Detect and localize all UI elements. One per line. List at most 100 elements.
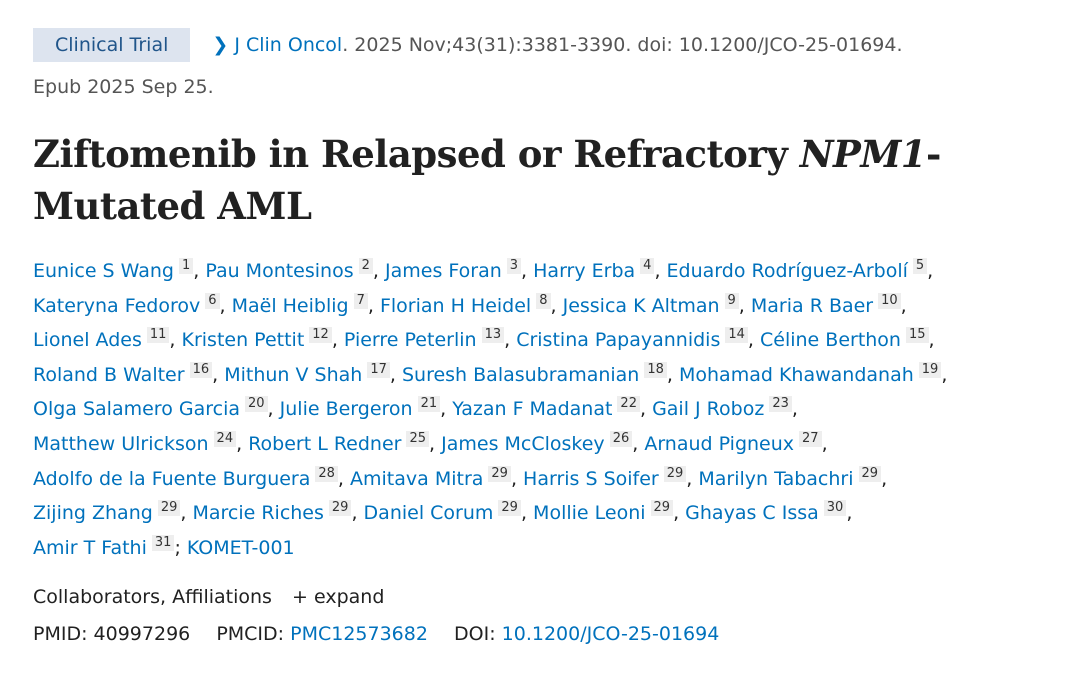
author-link[interactable]: Maël Heiblig [231,294,349,317]
author-link[interactable]: Ghayas C Issa [685,502,819,525]
plus-icon: + [292,586,308,609]
author-link[interactable]: Zijing Zhang [33,502,153,525]
author-link[interactable]: Suresh Balasubramanian [401,363,640,386]
affiliation-number[interactable]: 2 [358,258,373,274]
author-line: Zijing Zhang 29, Marcie Riches 29, Daniel … [33,500,853,525]
affiliation-number[interactable]: 29 [650,500,674,517]
affiliation-number[interactable]: 29 [663,465,687,482]
affiliation-number[interactable]: 21 [417,396,441,413]
author-link[interactable]: Jessica K Altman [562,294,720,317]
author-link[interactable]: Roland B Walter [33,363,185,386]
article-header: Clinical Trial ❯ J Clin Oncol. 2025 Nov;43… [33,28,1073,653]
affiliation-number[interactable]: 23 [769,396,792,413]
author-link[interactable]: Maria R Baer [750,294,874,317]
affiliation-number[interactable]: 14 [725,327,748,344]
epub-date: Epub 2025 Sep 25. [33,76,214,98]
affiliation-number[interactable]: 29 [858,465,882,482]
doi-label: DOI: [454,623,496,646]
affiliation-number[interactable]: 20 [245,396,268,413]
author-link[interactable]: Mohamad Khawandanah [679,363,914,386]
author-link[interactable]: Marcie Riches [192,502,324,525]
affiliation-number[interactable]: 11 [146,327,170,344]
author-link[interactable]: James Foran [385,260,502,282]
affiliation-number[interactable]: 8 [536,292,551,309]
group-link[interactable]: KOMET-001 [186,536,295,559]
author-line: Eunice S Wang 1, Pau Montesinos 2, James F… [33,258,934,282]
affiliation-number[interactable]: 22 [617,396,640,413]
author-line: Amir T Fathi 31; KOMET-001 [33,534,295,559]
affiliation-number[interactable]: 1 [178,258,194,274]
author-link[interactable]: Gail J Roboz [652,398,765,421]
author-link[interactable]: Florian H Heidel [379,294,532,317]
affiliation-number[interactable]: 31 [151,534,175,551]
journal-link[interactable]: J Clin Oncol [234,34,343,56]
affiliation-number[interactable]: 28 [315,465,338,482]
author-link[interactable]: Harry Erba [533,260,636,282]
expand-button[interactable]: + expand [292,586,385,609]
author-link[interactable]: Mollie Leoni [533,502,646,525]
affiliation-number[interactable]: 16 [189,361,213,378]
pmcid-link[interactable]: PMC12573682 [290,623,428,646]
collaborators-affiliations-label: Collaborators, Affiliations [33,586,272,609]
author-link[interactable]: Matthew Ulrickson [33,432,209,455]
author-line: Kateryna Fedorov 6, Maël Heiblig 7, Floria… [33,292,907,317]
citation: Clinical Trial ❯ J Clin Oncol. 2025 Nov;43… [33,28,1073,102]
author-line: Adolfo de la Fuente Burguera 28, Amitava … [33,465,888,490]
doi-link[interactable]: 10.1200/JCO-25-01694 [501,623,720,646]
author-link[interactable]: Pierre Peterlin [343,329,477,352]
affiliation-number[interactable]: 27 [799,430,822,447]
author-link[interactable]: Julie Bergeron [279,398,413,421]
pmid-label: PMID: [33,623,88,646]
author-line: Lionel Ades 11, Kristen Pettit 12, Pierre … [33,327,935,352]
affiliation-number[interactable]: 13 [481,327,505,344]
author-link[interactable]: Eduardo Rodríguez-Arbolí [666,260,908,282]
author-link[interactable]: Marilyn Tabachri [698,467,854,490]
author-line: Roland B Walter 16, Mithun V Shah 17, Sure… [33,361,948,386]
affiliation-number[interactable]: 26 [609,430,633,447]
affiliation-number[interactable]: 25 [406,430,430,447]
affiliation-number[interactable]: 7 [353,292,368,309]
affiliation-number[interactable]: 9 [724,292,739,309]
author-link[interactable]: Daniel Corum [363,502,494,525]
author-link[interactable]: Yazan F Madanat [452,398,613,421]
author-link[interactable]: Amitava Mitra [350,467,484,490]
author-link[interactable]: Lionel Ades [33,329,142,352]
author-link[interactable]: Céline Berthon [760,329,901,352]
affiliation-number[interactable]: 24 [213,430,237,447]
affiliation-number[interactable]: 29 [498,500,521,517]
author-line: Matthew Ulrickson 24, Robert L Redner 25, … [33,430,828,455]
author-link[interactable]: Cristina Papayannidis [516,329,721,352]
affiliation-number[interactable]: 29 [488,465,511,482]
affiliation-number[interactable]: 17 [367,361,390,378]
author-link[interactable]: Robert L Redner [248,432,402,455]
affiliation-number[interactable]: 12 [309,327,332,344]
author-link[interactable]: James McCloskey [441,432,605,455]
affiliation-number[interactable]: 5 [912,258,928,274]
chevron-right-icon: ❯ [212,34,229,56]
author-line: Olga Salamero Garcia 20, Julie Bergeron 21… [33,396,798,421]
author-link[interactable]: Pau Montesinos [205,260,354,282]
author-link[interactable]: Olga Salamero Garcia [33,398,240,421]
page-title: Ziftomenib in Relapsed or Refractory NPM… [33,132,941,228]
affiliation-number[interactable]: 15 [905,327,929,344]
pmid-value: 40997296 [93,623,191,646]
affiliation-number[interactable]: 19 [918,361,942,378]
author-link[interactable]: Kristen Pettit [181,329,305,352]
affiliation-number[interactable]: 30 [823,500,847,517]
author-list: Eunice S Wang 1, Pau Montesinos 2, James F… [33,254,1073,565]
author-link[interactable]: Harris S Soifer [523,467,659,490]
author-link[interactable]: Arnaud Pigneux [644,432,795,455]
affiliation-number[interactable]: 18 [644,361,667,378]
affiliation-number[interactable]: 29 [328,500,352,517]
author-link[interactable]: Adolfo de la Fuente Burguera [33,467,311,490]
author-link[interactable]: Amir T Fathi [33,536,147,559]
affiliation-number[interactable]: 10 [878,292,901,309]
affiliation-number[interactable]: 4 [640,258,655,274]
author-link[interactable]: Eunice S Wang [33,260,174,282]
affiliation-number[interactable]: 29 [157,500,181,517]
affiliation-number[interactable]: 6 [205,292,220,309]
pmcid-label: PMCID: [216,623,285,646]
author-link[interactable]: Kateryna Fedorov [33,294,201,317]
author-link[interactable]: Mithun V Shah [224,363,363,386]
affiliation-number[interactable]: 3 [506,258,522,274]
